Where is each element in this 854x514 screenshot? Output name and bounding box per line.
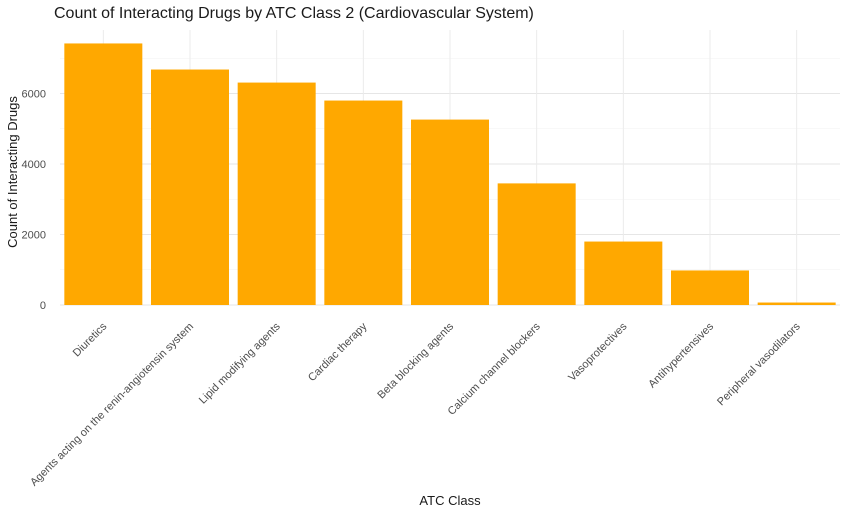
bar [237,82,316,305]
x-tick-label: Vasoprotectives [566,320,630,384]
y-tick-label: 6000 [22,89,46,101]
bar [584,241,663,305]
x-tick-label: Antihypertensives [646,320,716,390]
y-tick-label: 2000 [22,230,46,242]
x-tick-label: Diuretics [71,320,110,359]
bar [64,43,143,305]
x-tick-label: Agents acting on the renin-angiotensin s… [28,321,196,489]
bar [671,270,749,305]
x-tick-label: Peripheral vasodilators [715,320,803,408]
bar [411,119,489,306]
x-tick-label: Cardiac therapy [306,320,370,384]
x-tick-label: Beta blocking agents [375,320,456,401]
bar [497,183,576,305]
x-tick-label: Calcium channel blockers [446,320,543,417]
bars [64,43,836,306]
bar [324,100,403,305]
x-axis-title: ATC Class [419,493,481,508]
bar [151,69,229,305]
y-axis-ticks: 0 2000 4000 6000 [22,89,46,313]
x-tick-label: Lipid modifying agents [197,320,283,406]
bar [757,302,836,305]
chart-title: Count of Interacting Drugs by ATC Class … [54,5,534,22]
y-tick-label: 0 [40,300,46,312]
y-axis-title: Count of Interacting Drugs [5,96,20,248]
y-tick-label: 4000 [22,159,46,171]
